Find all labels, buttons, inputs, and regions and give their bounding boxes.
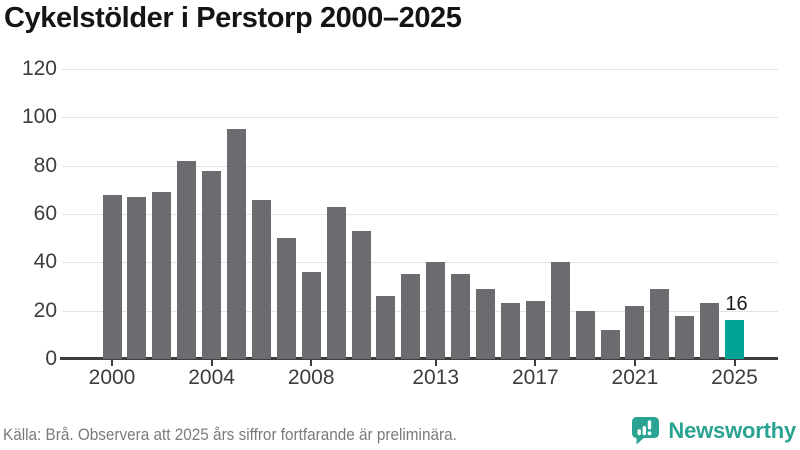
x-axis-tick-2017 [534,360,537,366]
chart-title: Cykelstölder i Perstorp 2000–2025 [4,2,462,34]
bar-2018 [550,262,570,359]
bar-2002 [152,192,172,359]
bar-2006 [251,199,271,359]
y-axis-label-20: 20 [33,298,57,322]
y-axis-label-60: 60 [33,202,57,225]
bar-2024 [700,303,720,359]
x-axis-label-2025: 2025 [711,366,758,389]
x-axis-label-2008: 2008 [287,366,335,389]
y-axis-label-40: 40 [33,250,57,274]
bar-2012 [401,274,421,359]
y-axis-label-80: 80 [33,153,57,177]
bar-2011 [376,296,396,359]
bar-2007 [276,238,296,359]
bar-2015 [476,288,495,359]
bar-2000 [102,194,122,359]
bar-2005 [227,129,246,359]
bar-2019 [575,310,595,359]
bar-2014 [451,274,471,359]
bar-2017 [525,301,545,359]
y-axis-label-120: 120 [21,57,57,80]
bar-2022 [650,288,670,359]
bar-2010 [351,230,371,359]
source-note: Källa: Brå. Observera att 2025 års siffr… [3,425,457,444]
bar-2023 [675,315,695,359]
x-axis-label-2017: 2017 [511,366,559,389]
bar-2009 [326,206,346,359]
bar-2021 [625,305,645,359]
y-axis-label-100: 100 [21,105,57,129]
bar-2008 [301,272,321,359]
bar-2003 [177,160,197,359]
x-axis-tick-2025 [733,360,736,366]
x-axis-tick-2021 [633,360,636,366]
x-axis-tick-2013 [434,360,437,366]
bar-2016 [500,303,520,359]
gridline-60 [62,214,778,215]
plot-area [60,69,778,360]
y-axis-label-0: 0 [45,347,57,370]
highlight-value-label: 16 [725,293,748,316]
x-axis-tick-2004 [210,360,213,366]
bar-2020 [600,330,620,359]
bar-2001 [127,197,147,359]
x-axis-label-2000: 2000 [88,366,136,389]
x-axis-label-2021: 2021 [611,366,659,389]
gridline-80 [62,165,778,167]
newsworthy-logo: Newsworthy [631,416,796,446]
newsworthy-wordmark: Newsworthy [668,418,796,443]
gridline-40 [62,262,778,264]
bar-2013 [426,262,446,359]
newsworthy-logo-icon [632,417,660,445]
x-axis-label-2013: 2013 [412,366,460,389]
bar-2004 [202,170,222,359]
gridline-120 [62,69,778,70]
x-axis-label-2004: 2004 [188,366,235,389]
x-axis-tick-2008 [310,360,313,366]
x-axis-tick-2000 [111,360,113,366]
gridline-100 [62,117,778,119]
bar-2025 [725,320,744,359]
